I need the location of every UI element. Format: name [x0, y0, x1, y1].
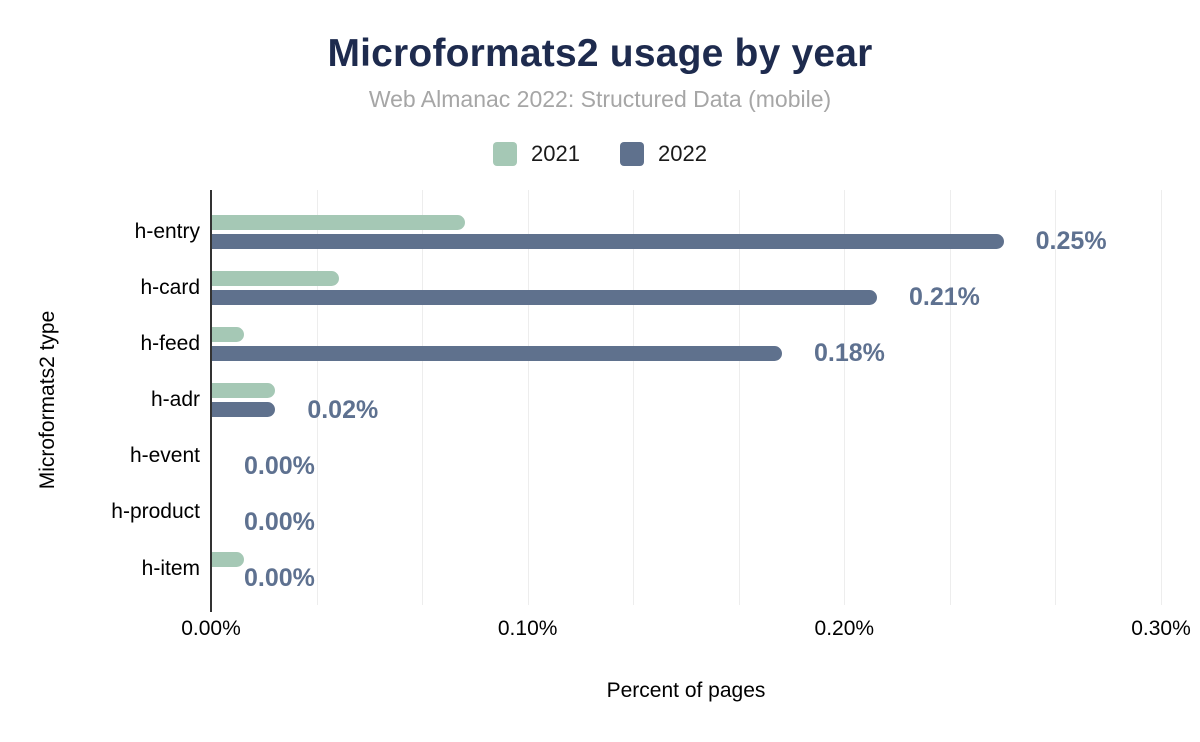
- legend-item-2022: 2022: [620, 141, 707, 167]
- category-label-h-event: h-event: [129, 444, 200, 468]
- value-label-h-card: 0.21%: [909, 283, 980, 312]
- bar-2021-h-entry: [212, 214, 466, 230]
- category-label-h-item: h-item: [141, 556, 200, 580]
- x-tick-label: 0.10%: [497, 617, 558, 640]
- bar-2022-h-card: [212, 289, 877, 305]
- gridline: [633, 190, 635, 605]
- gridline: [1161, 190, 1162, 605]
- gridline: [844, 190, 846, 605]
- x-axis-title: Percent of pages: [606, 679, 766, 702]
- value-label-h-item: 0.00%: [244, 564, 315, 593]
- legend-item-2021: 2021: [493, 141, 580, 167]
- gridline: [1055, 190, 1057, 605]
- y-axis-line: [210, 190, 212, 612]
- bar-2022-h-entry: [212, 233, 1004, 249]
- legend: 2021 2022: [0, 141, 1200, 167]
- bar-2021-h-feed: [212, 326, 244, 342]
- chart-title: Microformats2 usage by year: [327, 32, 873, 75]
- x-tick-label: 0.00%: [181, 617, 241, 640]
- x-tick-label: 0.30%: [1131, 617, 1191, 640]
- value-label-h-event: 0.00%: [244, 451, 315, 480]
- chart-subtitle: Web Almanac 2022: Structured Data (mobil…: [368, 86, 832, 112]
- category-label-h-card: h-card: [140, 275, 200, 299]
- bar-2021-h-card: [212, 270, 339, 286]
- gridline: [316, 190, 318, 605]
- bar-2022-h-adr: [212, 402, 276, 417]
- gridline: [949, 190, 951, 605]
- bar-2022-h-feed: [212, 345, 782, 361]
- bar-2021-h-item: [212, 551, 244, 567]
- category-label-h-feed: h-feed: [140, 331, 200, 355]
- legend-swatch-2022: [620, 142, 644, 166]
- category-label-h-adr: h-adr: [150, 388, 200, 411]
- bar-2021-h-adr: [212, 383, 276, 398]
- legend-label-2021: 2021: [531, 141, 580, 166]
- gridline: [422, 190, 424, 605]
- value-label-h-entry: 0.25%: [1035, 227, 1107, 255]
- legend-label-2022: 2022: [658, 141, 707, 166]
- value-label-h-adr: 0.02%: [307, 395, 379, 424]
- category-label-h-product: h-product: [111, 500, 200, 524]
- value-label-h-product: 0.00%: [244, 507, 315, 536]
- gridline: [527, 190, 529, 605]
- gridline: [738, 190, 740, 605]
- x-tick-label: 0.20%: [814, 617, 875, 640]
- category-label-h-entry: h-entry: [134, 219, 200, 243]
- legend-swatch-2021: [493, 142, 518, 166]
- plot-area: [210, 190, 1162, 612]
- value-label-h-feed: 0.18%: [814, 339, 885, 368]
